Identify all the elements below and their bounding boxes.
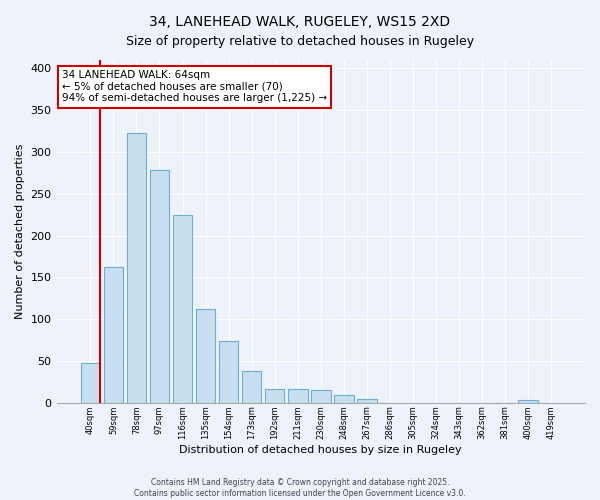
Bar	[242, 371, 262, 403]
Bar	[334, 396, 353, 403]
Bar	[173, 214, 193, 403]
Bar	[80, 362, 100, 403]
Bar	[311, 390, 331, 403]
Text: Size of property relative to detached houses in Rugeley: Size of property relative to detached ho…	[126, 35, 474, 48]
Text: 34, LANEHEAD WALK, RUGELEY, WS15 2XD: 34, LANEHEAD WALK, RUGELEY, WS15 2XD	[149, 15, 451, 29]
Bar	[219, 341, 238, 403]
Text: 34 LANEHEAD WALK: 64sqm
← 5% of detached houses are smaller (70)
94% of semi-det: 34 LANEHEAD WALK: 64sqm ← 5% of detached…	[62, 70, 327, 104]
Bar	[518, 400, 538, 403]
Text: Contains HM Land Registry data © Crown copyright and database right 2025.
Contai: Contains HM Land Registry data © Crown c…	[134, 478, 466, 498]
Bar	[357, 398, 377, 403]
Bar	[104, 268, 123, 403]
Bar	[288, 388, 308, 403]
Y-axis label: Number of detached properties: Number of detached properties	[15, 144, 25, 319]
X-axis label: Distribution of detached houses by size in Rugeley: Distribution of detached houses by size …	[179, 445, 462, 455]
Bar	[196, 309, 215, 403]
Bar	[265, 388, 284, 403]
Bar	[149, 170, 169, 403]
Bar	[127, 132, 146, 403]
